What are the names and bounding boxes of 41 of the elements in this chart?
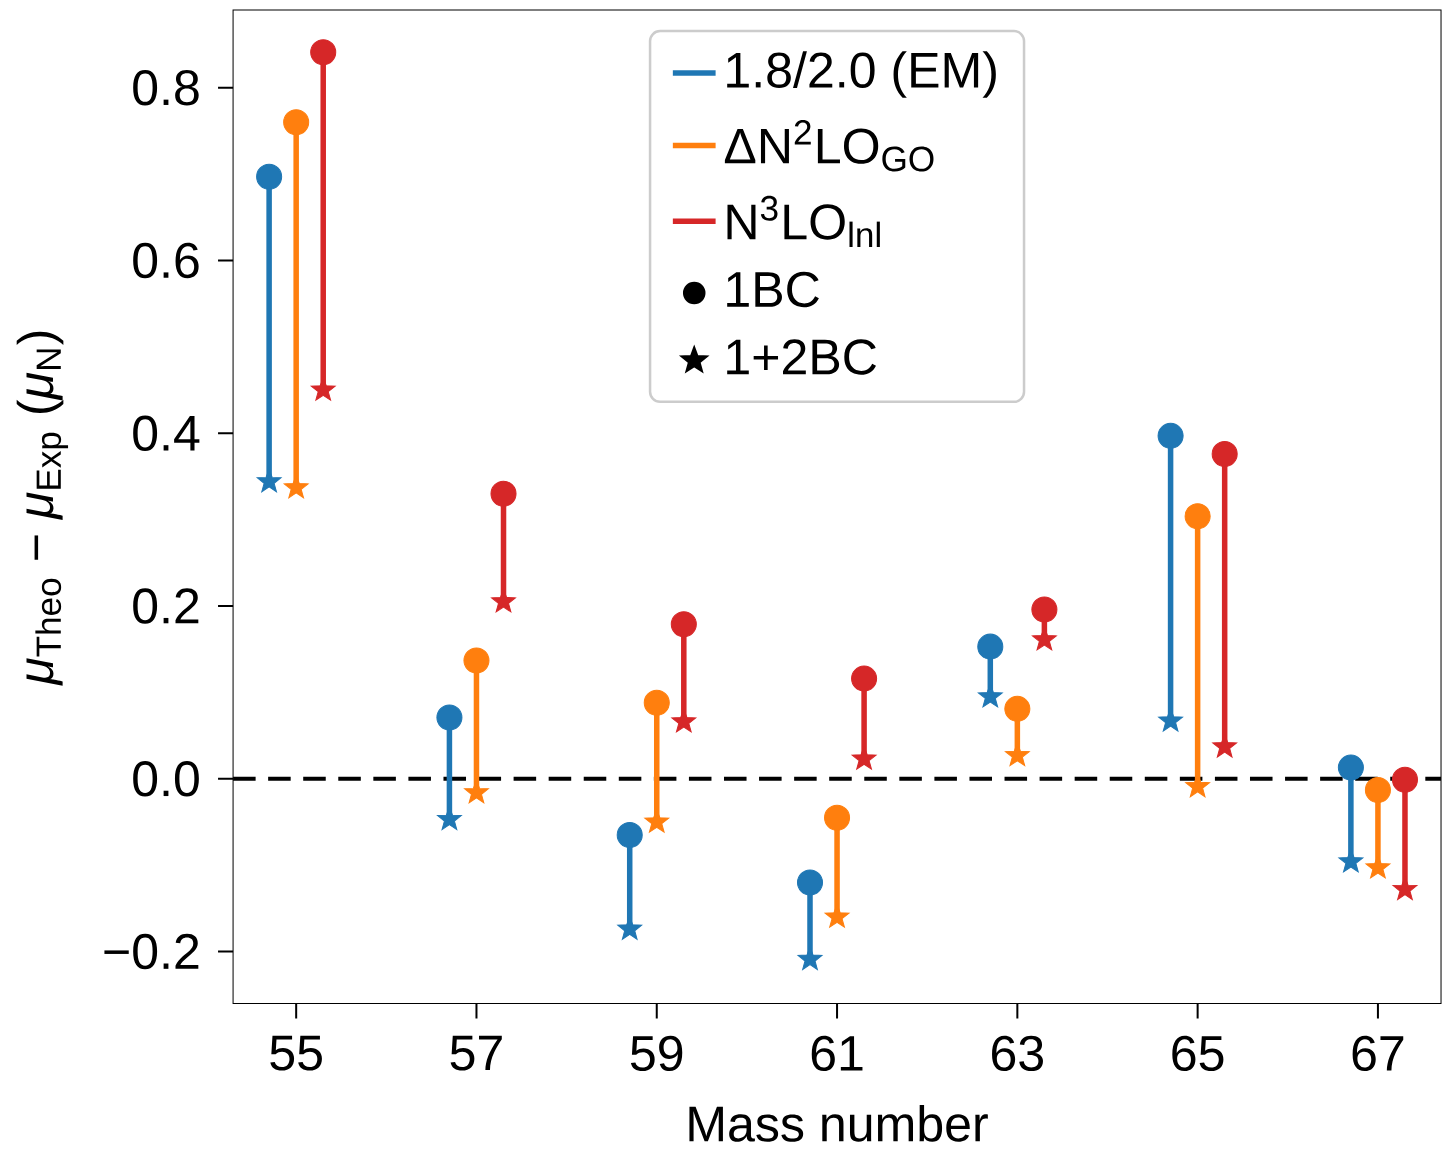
point (977, 633, 1004, 660)
point (490, 480, 517, 507)
y-tick-label: 0.8 (133, 69, 199, 106)
point (851, 665, 878, 692)
x-tick-label: 59 (630, 1035, 683, 1071)
point (1004, 695, 1031, 722)
y-tick-label: −0.2 (104, 933, 199, 970)
point (1157, 422, 1184, 449)
legend-label: 1+2BC (727, 339, 876, 375)
legend-label: 1.8/2.0 (EM) (727, 50, 996, 98)
point (1184, 502, 1211, 529)
legend-label: ΔN$^{2}$LO$_{GO}$ (724, 119, 934, 172)
point (1211, 440, 1238, 467)
point (1391, 766, 1418, 793)
point (616, 821, 643, 848)
point (796, 869, 824, 896)
y-tick-label: 0.4 (133, 415, 200, 451)
point (463, 647, 490, 674)
point (283, 109, 310, 136)
x-tick-label: 67 (1352, 1035, 1404, 1071)
point (643, 689, 670, 716)
y-tick-label: 0.0 (133, 760, 199, 797)
x-axis-title: Mass number (689, 1104, 988, 1142)
legend-label: 1BC (727, 271, 819, 308)
point (670, 610, 697, 637)
legend-label: N$^{3}$LO$_{lnl}$ (727, 195, 880, 247)
point (436, 704, 463, 731)
x-tick-label: 55 (270, 1035, 322, 1071)
point (824, 804, 851, 831)
y-tick-label: 0.2 (133, 588, 199, 624)
x-tick-label: 57 (450, 1035, 502, 1071)
y-tick-label: 0.6 (133, 242, 199, 278)
point (1337, 754, 1364, 781)
text: μ$_{Theo}$ − μ$_{Exp}$ (μ$_{N}$) (16, 331, 69, 686)
point (256, 163, 283, 190)
point (1364, 776, 1391, 803)
point (310, 39, 337, 66)
point (1031, 596, 1058, 623)
x-tick-label: 61 (811, 1035, 863, 1071)
x-tick-label: 65 (1172, 1035, 1224, 1071)
x-tick-label: 63 (992, 1035, 1043, 1071)
